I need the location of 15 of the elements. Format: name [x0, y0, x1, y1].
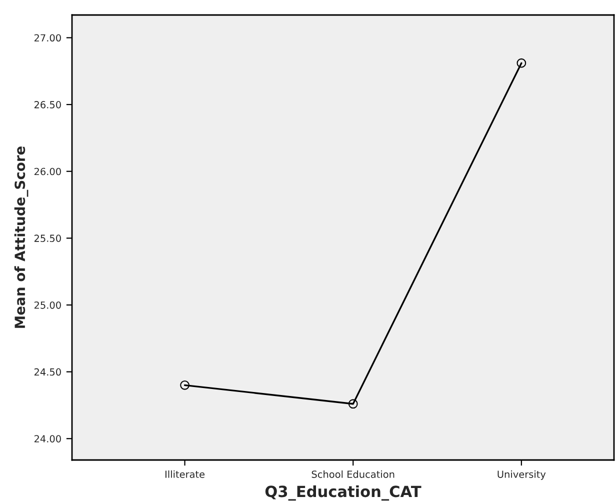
x-axis-title: Q3_Education_CAT — [265, 485, 422, 501]
y-tick-label: 26.50 — [34, 101, 61, 108]
x-tick-label: Illiterate — [165, 470, 205, 478]
x-tick-label: School Education — [312, 470, 394, 478]
point — [348, 399, 358, 409]
point — [516, 58, 526, 68]
x-tick-label: University — [498, 470, 546, 480]
y-tick-label: 24.50 — [34, 368, 61, 376]
y-tick-label: 27.00 — [34, 34, 61, 42]
y-tick-label: 25.50 — [34, 234, 61, 242]
y-tick-label: 24.00 — [34, 435, 61, 442]
point — [180, 380, 190, 390]
y-tick-label: 26.00 — [34, 168, 61, 176]
y-axis-title: Mean of Attitude_Score — [14, 146, 28, 328]
y-tick-label: 25.00 — [34, 301, 61, 309]
